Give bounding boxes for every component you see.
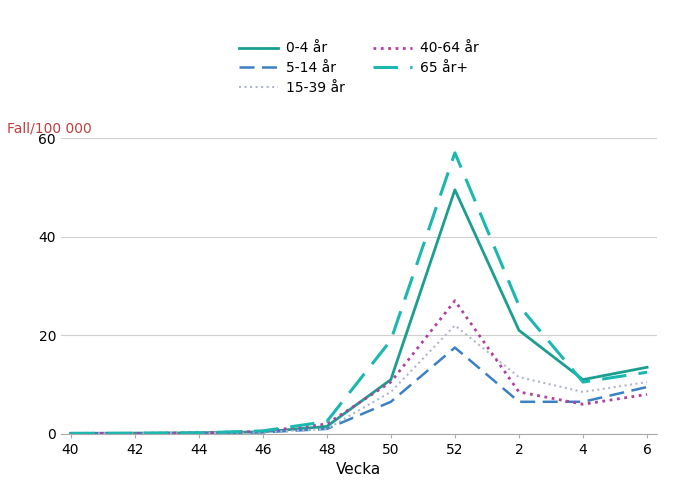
65 år+ bbox=[259, 428, 267, 434]
65 år+ bbox=[131, 430, 139, 436]
5-14 år bbox=[451, 345, 459, 351]
40-64 år bbox=[131, 430, 139, 436]
15-39 år bbox=[579, 389, 587, 395]
0-4 år bbox=[643, 364, 651, 370]
65 år+ bbox=[323, 419, 331, 424]
15-39 år bbox=[131, 430, 139, 436]
Line: 5-14 år: 5-14 år bbox=[70, 348, 647, 433]
Text: Fall/100 000: Fall/100 000 bbox=[7, 121, 92, 135]
65 år+ bbox=[194, 430, 202, 436]
Line: 15-39 år: 15-39 år bbox=[70, 325, 647, 433]
15-39 år bbox=[387, 389, 395, 395]
0-4 år bbox=[259, 429, 267, 435]
Line: 65 år+: 65 år+ bbox=[70, 153, 647, 433]
Legend: 0-4 år, 5-14 år, 15-39 år, 40-64 år, 65 år+: 0-4 år, 5-14 år, 15-39 år, 40-64 år, 65 … bbox=[239, 41, 479, 95]
5-14 år bbox=[66, 430, 74, 436]
Line: 40-64 år: 40-64 år bbox=[70, 301, 647, 433]
0-4 år bbox=[387, 377, 395, 383]
40-64 år bbox=[515, 389, 523, 395]
5-14 år bbox=[387, 399, 395, 405]
5-14 år bbox=[643, 384, 651, 390]
15-39 år bbox=[643, 379, 651, 385]
0-4 år bbox=[131, 430, 139, 436]
65 år+ bbox=[579, 379, 587, 385]
15-39 år bbox=[451, 322, 459, 328]
40-64 år bbox=[259, 428, 267, 434]
40-64 år bbox=[579, 401, 587, 407]
15-39 år bbox=[194, 430, 202, 436]
5-14 år bbox=[515, 399, 523, 405]
65 år+ bbox=[643, 369, 651, 375]
0-4 år bbox=[579, 377, 587, 383]
40-64 år bbox=[66, 430, 74, 436]
0-4 år bbox=[323, 423, 331, 429]
40-64 år bbox=[643, 391, 651, 397]
0-4 år bbox=[515, 327, 523, 333]
5-14 år bbox=[194, 430, 202, 436]
0-4 år bbox=[66, 430, 74, 436]
0-4 år bbox=[451, 187, 459, 193]
15-39 år bbox=[259, 429, 267, 435]
X-axis label: Vecka: Vecka bbox=[336, 462, 381, 477]
5-14 år bbox=[131, 430, 139, 436]
5-14 år bbox=[259, 429, 267, 435]
15-39 år bbox=[66, 430, 74, 436]
5-14 år bbox=[323, 426, 331, 432]
65 år+ bbox=[387, 337, 395, 343]
15-39 år bbox=[515, 374, 523, 380]
65 år+ bbox=[515, 303, 523, 309]
65 år+ bbox=[451, 150, 459, 156]
5-14 år bbox=[579, 399, 587, 405]
40-64 år bbox=[323, 421, 331, 427]
40-64 år bbox=[451, 298, 459, 304]
0-4 år bbox=[194, 430, 202, 436]
65 år+ bbox=[66, 430, 74, 436]
Line: 0-4 år: 0-4 år bbox=[70, 190, 647, 433]
15-39 år bbox=[323, 426, 331, 432]
40-64 år bbox=[194, 430, 202, 436]
40-64 år bbox=[387, 379, 395, 385]
